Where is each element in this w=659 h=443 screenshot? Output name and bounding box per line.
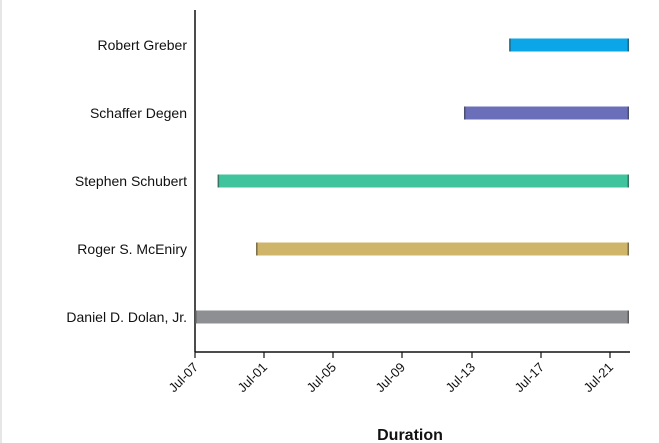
bar-cap-1-1 xyxy=(627,106,629,120)
x-tick-label: Jul-17 xyxy=(511,360,547,396)
bar-3 xyxy=(256,242,629,256)
x-tick-label: Jul-05 xyxy=(303,360,339,396)
x-tick-label: Jul-01 xyxy=(234,360,270,396)
bar-0 xyxy=(509,38,629,52)
category-labels: Robert Greber Schaffer Degen Stephen Schub… xyxy=(66,37,187,325)
category-label: Stephen Schubert xyxy=(75,173,187,189)
bar-cap-0-1 xyxy=(627,38,629,52)
category-label: Robert Greber xyxy=(98,37,188,53)
bar-cap-0-0 xyxy=(509,38,511,52)
bar-cap-2-0 xyxy=(217,174,220,188)
category-label: Roger S. McEniry xyxy=(77,241,187,257)
bar-cap-3-1 xyxy=(627,242,629,256)
x-tick-label: Jul-07 xyxy=(165,360,201,396)
bar-cap-4-1 xyxy=(627,310,629,324)
x-tick-label: Jul-21 xyxy=(580,360,616,396)
bars-layer xyxy=(195,38,629,324)
x-tick-label: Jul-09 xyxy=(372,360,408,396)
bar-cap-4-0 xyxy=(195,310,197,324)
x-tick-label: Jul-13 xyxy=(442,360,478,396)
x-axis-label: Duration xyxy=(377,427,443,443)
bar-cap-3-0 xyxy=(256,242,258,256)
category-label: Daniel D. Dolan, Jr. xyxy=(66,309,187,325)
bar-2 xyxy=(217,174,629,188)
bar-cap-1-0 xyxy=(463,106,466,120)
bar-1 xyxy=(463,106,629,120)
bar-cap-2-1 xyxy=(627,174,629,188)
x-ticks: Jul-07 Jul-01 Jul-05 Jul-09 Jul-13 Jul-17 Jul-… xyxy=(165,352,616,395)
bar-4 xyxy=(195,310,629,324)
category-label: Schaffer Degen xyxy=(90,105,187,121)
